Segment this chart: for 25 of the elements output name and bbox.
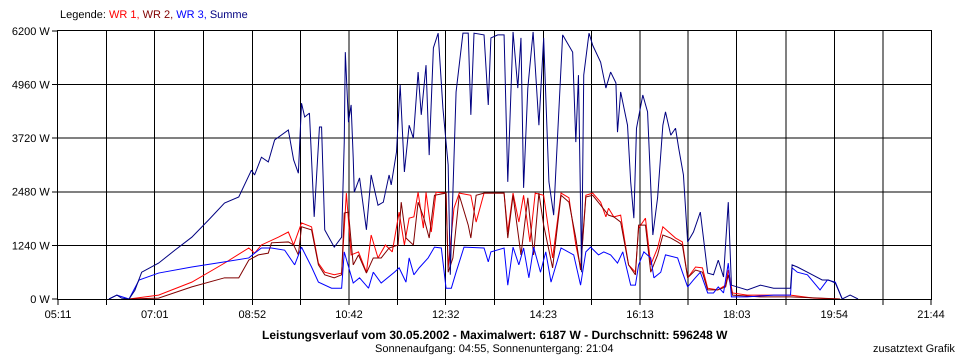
x-tick-label: 19:54 bbox=[820, 309, 848, 322]
x-tick-label: 05:11 bbox=[44, 309, 72, 322]
text: WR 2, bbox=[142, 9, 174, 21]
text: Summe bbox=[210, 9, 248, 21]
y-tick-label: 0 W bbox=[30, 294, 50, 306]
y-tick-label: 4960 W bbox=[12, 79, 50, 92]
text: Leistungsverlauf vom 30.05.2002 - Maximalwert: 6187 W - Durchschnitt: 596248 W bbox=[262, 328, 728, 342]
x-tick-label: 08:52 bbox=[238, 309, 266, 322]
line-series bbox=[108, 31, 859, 299]
legend-title: Legende: bbox=[60, 9, 106, 21]
x-tick-label: 18:03 bbox=[722, 309, 750, 322]
y-tick-label: 1240 W bbox=[12, 240, 50, 252]
x-tick-label: 14:23 bbox=[530, 309, 558, 322]
text: zusatztext Grafik bbox=[873, 343, 956, 355]
x-tick-label: 07:01 bbox=[140, 309, 168, 322]
y-tick-label: 6200 W bbox=[12, 26, 50, 38]
y-tick-label: 3720 W bbox=[12, 133, 50, 146]
y-tick-label: 2480 W bbox=[12, 186, 50, 199]
text: WR 1, bbox=[108, 9, 140, 21]
text: WR 3, bbox=[176, 9, 207, 21]
x-tick-label: 16:13 bbox=[626, 309, 654, 322]
x-tick-label: 10:42 bbox=[335, 309, 363, 322]
x-tick-label: 21:44 bbox=[917, 309, 945, 322]
x-tick-label: 12:32 bbox=[432, 309, 460, 322]
text: Sonnenaufgang: 04:55, Sonnenuntergang: 21:04 bbox=[375, 343, 614, 355]
